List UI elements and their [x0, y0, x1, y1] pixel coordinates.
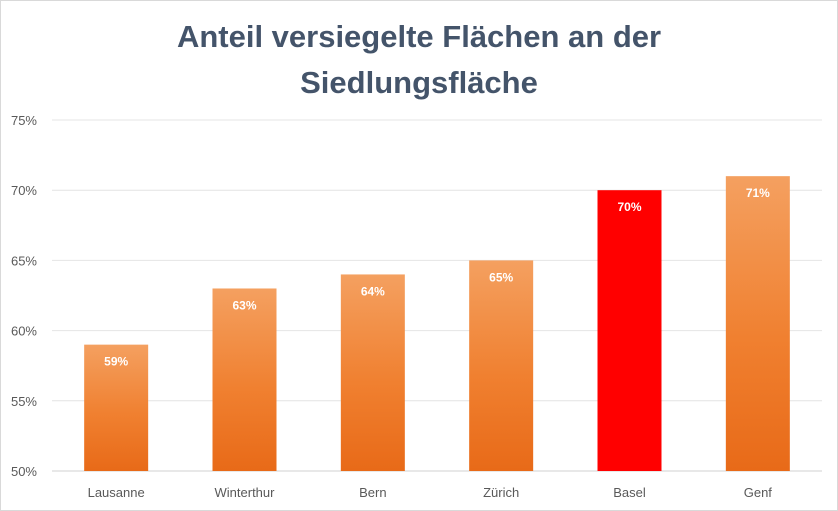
x-tick-label: Lausanne — [88, 485, 145, 500]
y-tick-label: 50% — [11, 464, 37, 479]
bar-zürich — [469, 260, 534, 471]
y-tick-label: 60% — [11, 324, 37, 339]
chart-title-line-2: Siedlungsfläche — [300, 65, 538, 100]
chart-title: Anteil versiegelte Flächen an der Siedlu… — [0, 14, 838, 106]
bar-basel — [597, 190, 662, 471]
x-tick-label: Bern — [359, 485, 386, 500]
y-axis: 50% 55% 60% 65% 70% 75% — [11, 113, 37, 479]
bars — [84, 176, 790, 471]
y-tick-label: 65% — [11, 253, 37, 268]
data-label: 64% — [361, 284, 385, 298]
data-labels: 59% 63% 64% 65% 70% 71% — [104, 186, 770, 368]
data-label: 59% — [104, 355, 128, 369]
data-label: 63% — [232, 298, 256, 312]
x-tick-label: Winterthur — [215, 485, 276, 500]
bar-genf — [725, 176, 790, 471]
x-tick-label: Basel — [613, 485, 646, 500]
data-label: 65% — [489, 270, 513, 284]
y-tick-label: 70% — [11, 183, 37, 198]
bar-bern — [340, 274, 405, 471]
data-label: 71% — [746, 186, 770, 200]
bar-winterthur — [212, 288, 277, 471]
bar-lausanne — [84, 344, 149, 471]
chart-title-line-1: Anteil versiegelte Flächen an der — [176, 19, 662, 54]
y-tick-label: 55% — [11, 394, 37, 409]
x-axis: Lausanne Winterthur Bern Zürich Basel Genf — [88, 485, 773, 500]
y-tick-label: 75% — [11, 113, 37, 128]
x-tick-label: Zürich — [483, 485, 519, 500]
data-label: 70% — [617, 200, 641, 214]
gridlines — [52, 119, 822, 472]
x-tick-label: Genf — [744, 485, 773, 500]
